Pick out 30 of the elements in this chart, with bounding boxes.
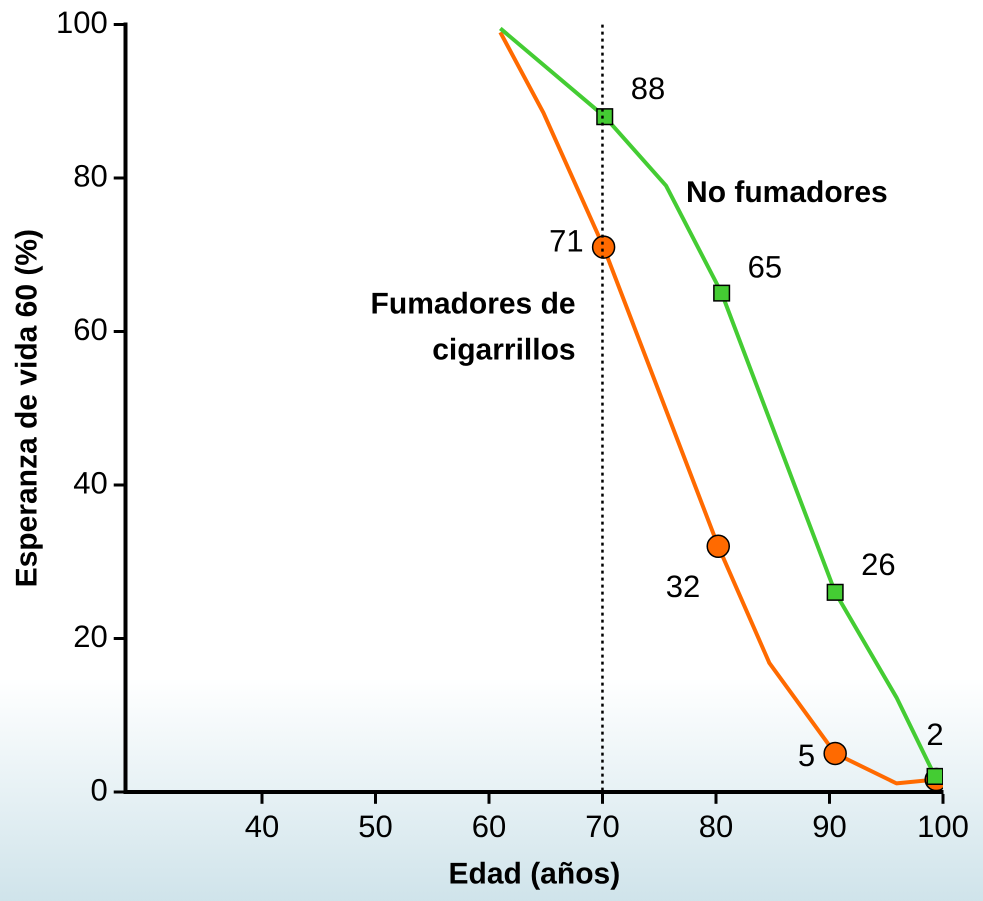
x-axis-title: Edad (años)	[448, 857, 620, 890]
point	[706, 534, 730, 558]
x-tick-label: 90	[812, 808, 847, 844]
y-tick-label: 20	[73, 618, 108, 654]
data-label: 2	[926, 717, 944, 752]
x-tick-label: 70	[585, 808, 620, 844]
data-label: 32	[666, 568, 700, 604]
data-label: 5	[798, 738, 816, 773]
y-tick-label: 60	[73, 312, 108, 348]
x-tick-label: 80	[698, 808, 734, 844]
x-tick-label: 100	[917, 808, 969, 844]
data-label: 71	[549, 224, 584, 259]
y-tick-label: 0	[90, 772, 108, 808]
point	[823, 742, 847, 766]
y-axis-title: Esperanza de vida 60 (%)	[10, 228, 44, 588]
y-tick-label: 80	[73, 158, 108, 194]
data-label: 88	[630, 71, 666, 106]
series-label: No fumadores	[686, 176, 888, 209]
point	[592, 235, 616, 259]
point	[826, 584, 844, 601]
point	[596, 108, 614, 126]
x-tick-label: 60	[472, 808, 506, 844]
y-tick-label: 40	[73, 465, 108, 500]
data-label: 65	[748, 250, 782, 285]
y-tick-label: 100	[56, 5, 108, 40]
series-label: Fumadores de cigarrillos	[370, 287, 576, 366]
point	[713, 284, 730, 302]
x-tick-label: 40	[244, 808, 280, 844]
x-tick-label: 50	[358, 808, 393, 844]
data-label: 26	[861, 546, 896, 582]
